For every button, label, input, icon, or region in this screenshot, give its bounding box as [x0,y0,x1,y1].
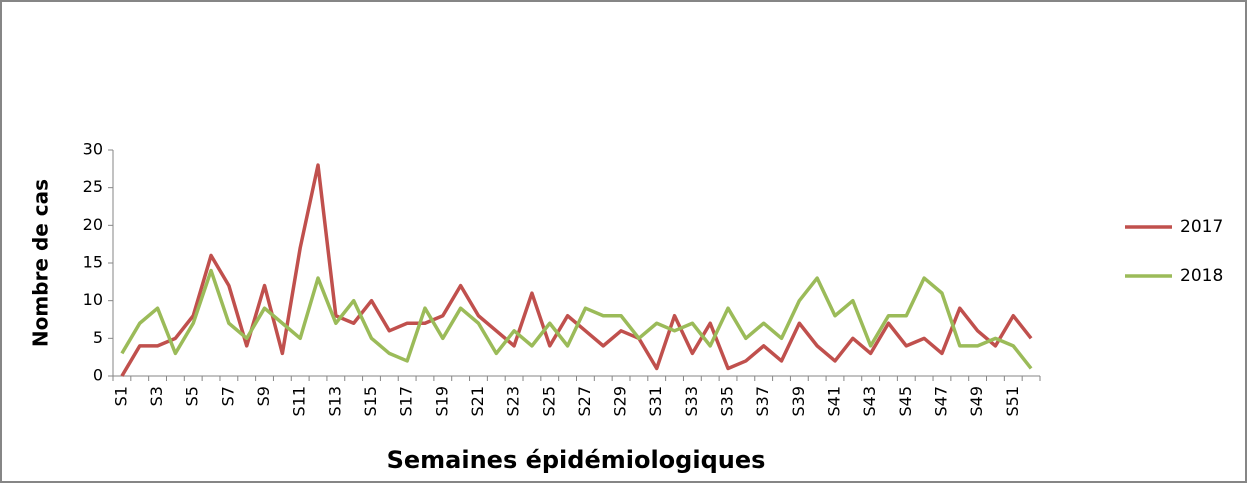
x-tick-label: S1 [111,386,130,406]
x-tick-label: S23 [504,386,523,417]
y-tick-label: 10 [83,290,103,309]
x-tick-label: S15 [361,386,380,417]
y-tick-label: 15 [83,253,103,272]
x-tick-label: S31 [646,386,665,417]
x-tick-label: S19 [432,386,451,417]
y-tick-label: 30 [83,140,103,159]
x-tick-label: S35 [718,386,737,417]
x-tick-label: S51 [1003,386,1022,417]
x-tick-label: S49 [967,386,986,417]
x-tick-label: S13 [325,386,344,417]
x-tick-label: S39 [789,386,808,417]
x-tick-label: S21 [468,386,487,417]
x-tick-label: S11 [290,386,309,417]
x-axis-title: Semaines épidémiologiques [387,446,766,474]
x-tick-label: S3 [147,386,166,406]
y-tick-label: 5 [93,328,103,347]
x-tick-label: S27 [575,386,594,417]
x-tick-label: S5 [183,386,202,406]
y-tick-label: 20 [83,215,103,234]
legend-label: 2018 [1180,266,1223,286]
x-tick-label: S37 [753,386,772,417]
x-tick-label: S47 [931,386,950,417]
x-tick-label: S9 [254,386,273,406]
x-tick-label: S33 [682,386,701,417]
line [120,268,1033,370]
y-tick-label: 0 [93,366,103,385]
x-tick-label: S7 [218,386,237,406]
x-tick-label: S17 [397,386,416,417]
x-tick-label: S45 [896,386,915,417]
y-axis-title: Nombre de cas [29,179,53,347]
legend-label: 2017 [1180,217,1223,237]
y-tick-label: 25 [83,177,103,196]
x-tick-label: S41 [824,386,843,417]
x-tick-label: S29 [611,386,630,417]
x-tick-label: S43 [860,386,879,417]
x-tick-label: S25 [539,386,558,417]
